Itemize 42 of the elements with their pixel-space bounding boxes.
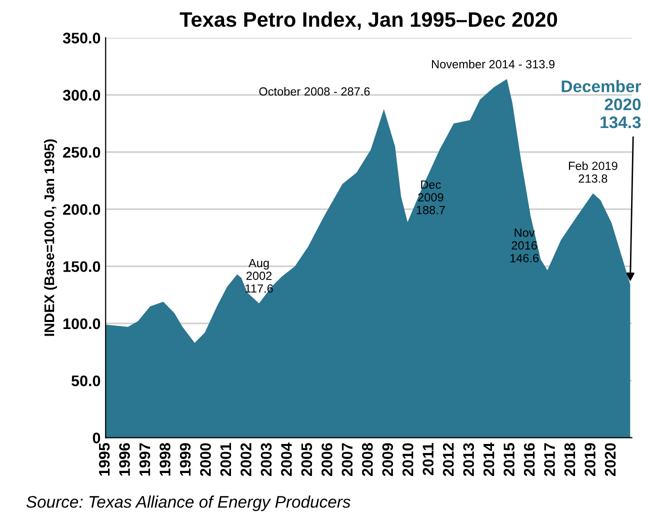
x-tick-label: 2010: [402, 443, 414, 476]
x-tick-label: 2017: [544, 443, 555, 476]
y-tick-label: 50.0: [72, 375, 100, 386]
y-tick-label: 100.0: [63, 318, 100, 330]
x-tick-label: 2006: [322, 443, 332, 476]
x-tick-label: 2011: [422, 442, 434, 476]
annotation: December 2020 134.3: [562, 80, 642, 128]
y-tick-label: 200.0: [63, 204, 100, 215]
x-tick-label: 2007: [342, 443, 353, 476]
annotation: November 2014 - 313.9: [432, 60, 555, 68]
x-tick-label: 2015: [504, 442, 514, 476]
x-tick-label: 2013: [463, 443, 474, 476]
x-tick-label: 1997: [139, 443, 150, 476]
source-note: Source: Texas Alliance of Energy Producers: [26, 496, 350, 512]
y-tick-label: 350.0: [62, 32, 100, 44]
chart-title: Texas Petro Index, Jan 1995–Dec 2020: [180, 12, 558, 30]
x-tick-label: 2000: [200, 443, 211, 476]
x-tick-label: 1999: [180, 443, 191, 476]
x-tick-label: 2020: [604, 443, 616, 476]
x-tick-label: 2019: [584, 443, 596, 476]
y-tick-label: 250.0: [63, 146, 100, 158]
x-tick-label: 1998: [160, 443, 170, 476]
x-tick-label: 2009: [382, 443, 394, 476]
x-tick-label: 2016: [524, 443, 535, 476]
annotation: October 2008 - 287.6: [259, 86, 370, 96]
y-tick-label: 300.0: [62, 90, 100, 101]
x-tick-label: 2001: [220, 442, 232, 476]
x-tick-label: 2012: [442, 443, 454, 476]
x-tick-label: 1995: [98, 442, 110, 476]
x-tick-label: 2003: [260, 443, 272, 476]
x-tick-label: 2018: [564, 443, 576, 476]
y-axis-title: INDEX (Base=100.0, Jan 1995): [44, 139, 57, 336]
x-tick-label: 2002: [240, 443, 252, 476]
annotation: Feb 2019 213.8: [568, 161, 618, 183]
y-tick-label: 150.0: [63, 261, 100, 272]
x-tick-label: 1996: [119, 443, 130, 476]
x-tick-label: 2008: [362, 443, 373, 476]
annotation: Nov 2016 146.6: [510, 228, 539, 262]
x-tick-label: 2014: [483, 442, 494, 476]
y-tick-label: 0: [92, 432, 100, 444]
x-tick-label: 2005: [301, 442, 312, 476]
x-tick-label: 2004: [281, 442, 292, 476]
